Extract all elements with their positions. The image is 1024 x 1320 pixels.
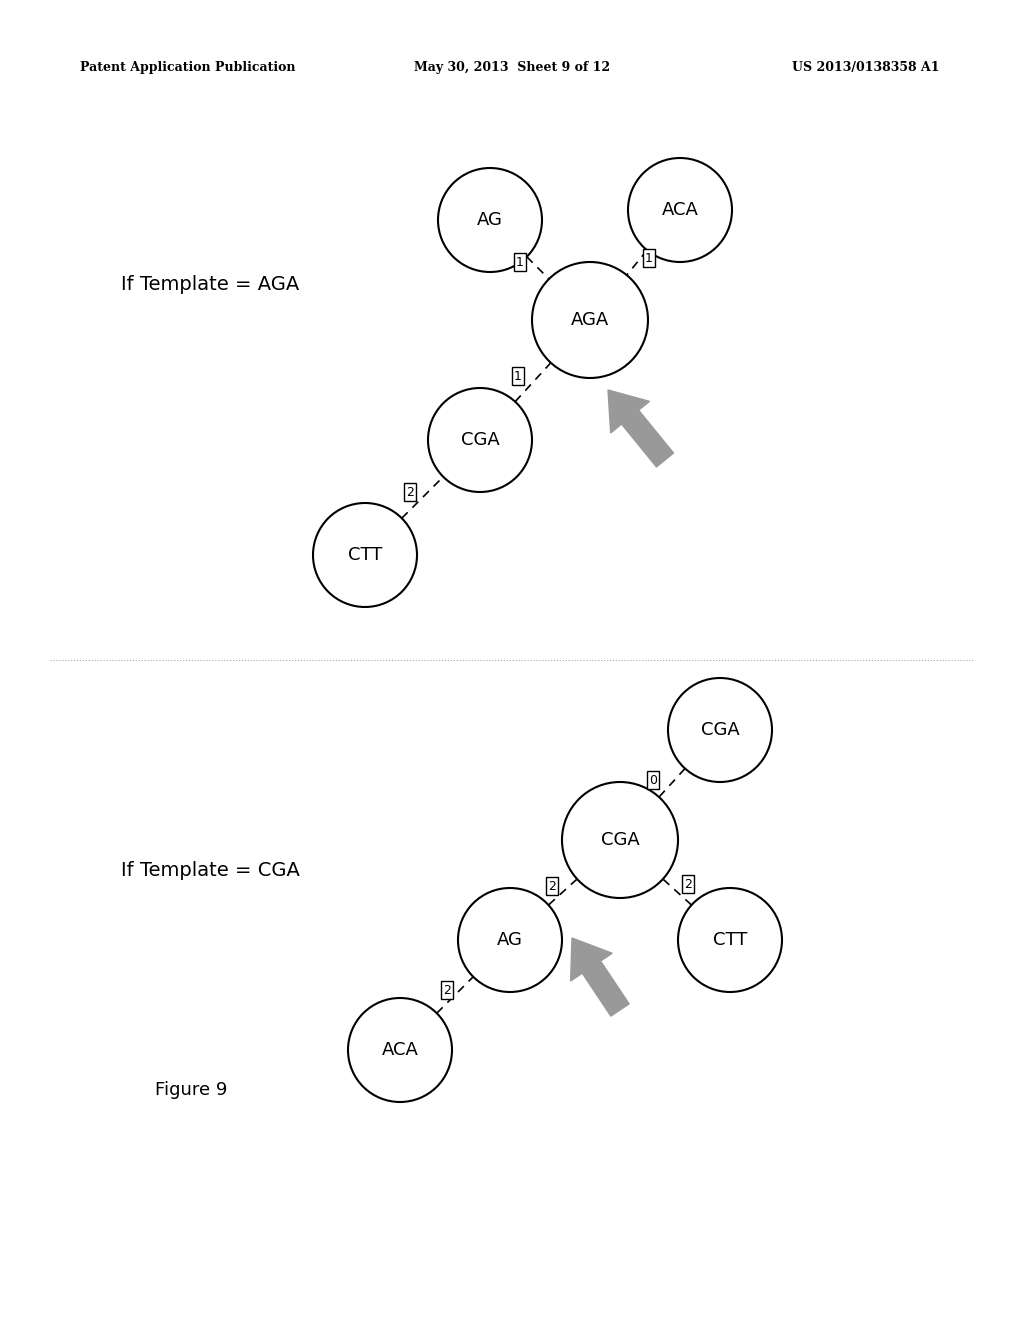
Circle shape (313, 503, 417, 607)
Text: 2: 2 (407, 486, 414, 499)
Text: CGA: CGA (700, 721, 739, 739)
Text: ACA: ACA (662, 201, 698, 219)
Text: 1: 1 (514, 370, 522, 383)
Text: May 30, 2013  Sheet 9 of 12: May 30, 2013 Sheet 9 of 12 (414, 62, 610, 74)
Circle shape (428, 388, 532, 492)
Text: If Template = CGA: If Template = CGA (121, 861, 299, 879)
Text: ACA: ACA (382, 1041, 419, 1059)
Text: 1: 1 (645, 252, 653, 264)
FancyArrow shape (608, 389, 674, 467)
Circle shape (668, 678, 772, 781)
Text: AG: AG (497, 931, 523, 949)
Text: 2: 2 (443, 983, 451, 997)
Text: CTT: CTT (713, 931, 748, 949)
Text: US 2013/0138358 A1: US 2013/0138358 A1 (793, 62, 940, 74)
Text: AGA: AGA (570, 312, 609, 329)
Text: CGA: CGA (601, 832, 639, 849)
Text: 0: 0 (649, 774, 657, 787)
Text: Figure 9: Figure 9 (155, 1081, 227, 1100)
Text: CGA: CGA (461, 432, 500, 449)
Text: 1: 1 (516, 256, 524, 268)
Text: 2: 2 (548, 879, 556, 892)
Text: 2: 2 (684, 878, 692, 891)
Circle shape (628, 158, 732, 261)
Circle shape (562, 781, 678, 898)
Circle shape (348, 998, 452, 1102)
Text: AG: AG (477, 211, 503, 228)
Circle shape (532, 261, 648, 378)
Circle shape (678, 888, 782, 993)
Circle shape (458, 888, 562, 993)
FancyArrow shape (570, 939, 629, 1016)
Text: If Template = AGA: If Template = AGA (121, 276, 299, 294)
Text: CTT: CTT (348, 546, 382, 564)
Circle shape (438, 168, 542, 272)
Text: Patent Application Publication: Patent Application Publication (80, 62, 296, 74)
